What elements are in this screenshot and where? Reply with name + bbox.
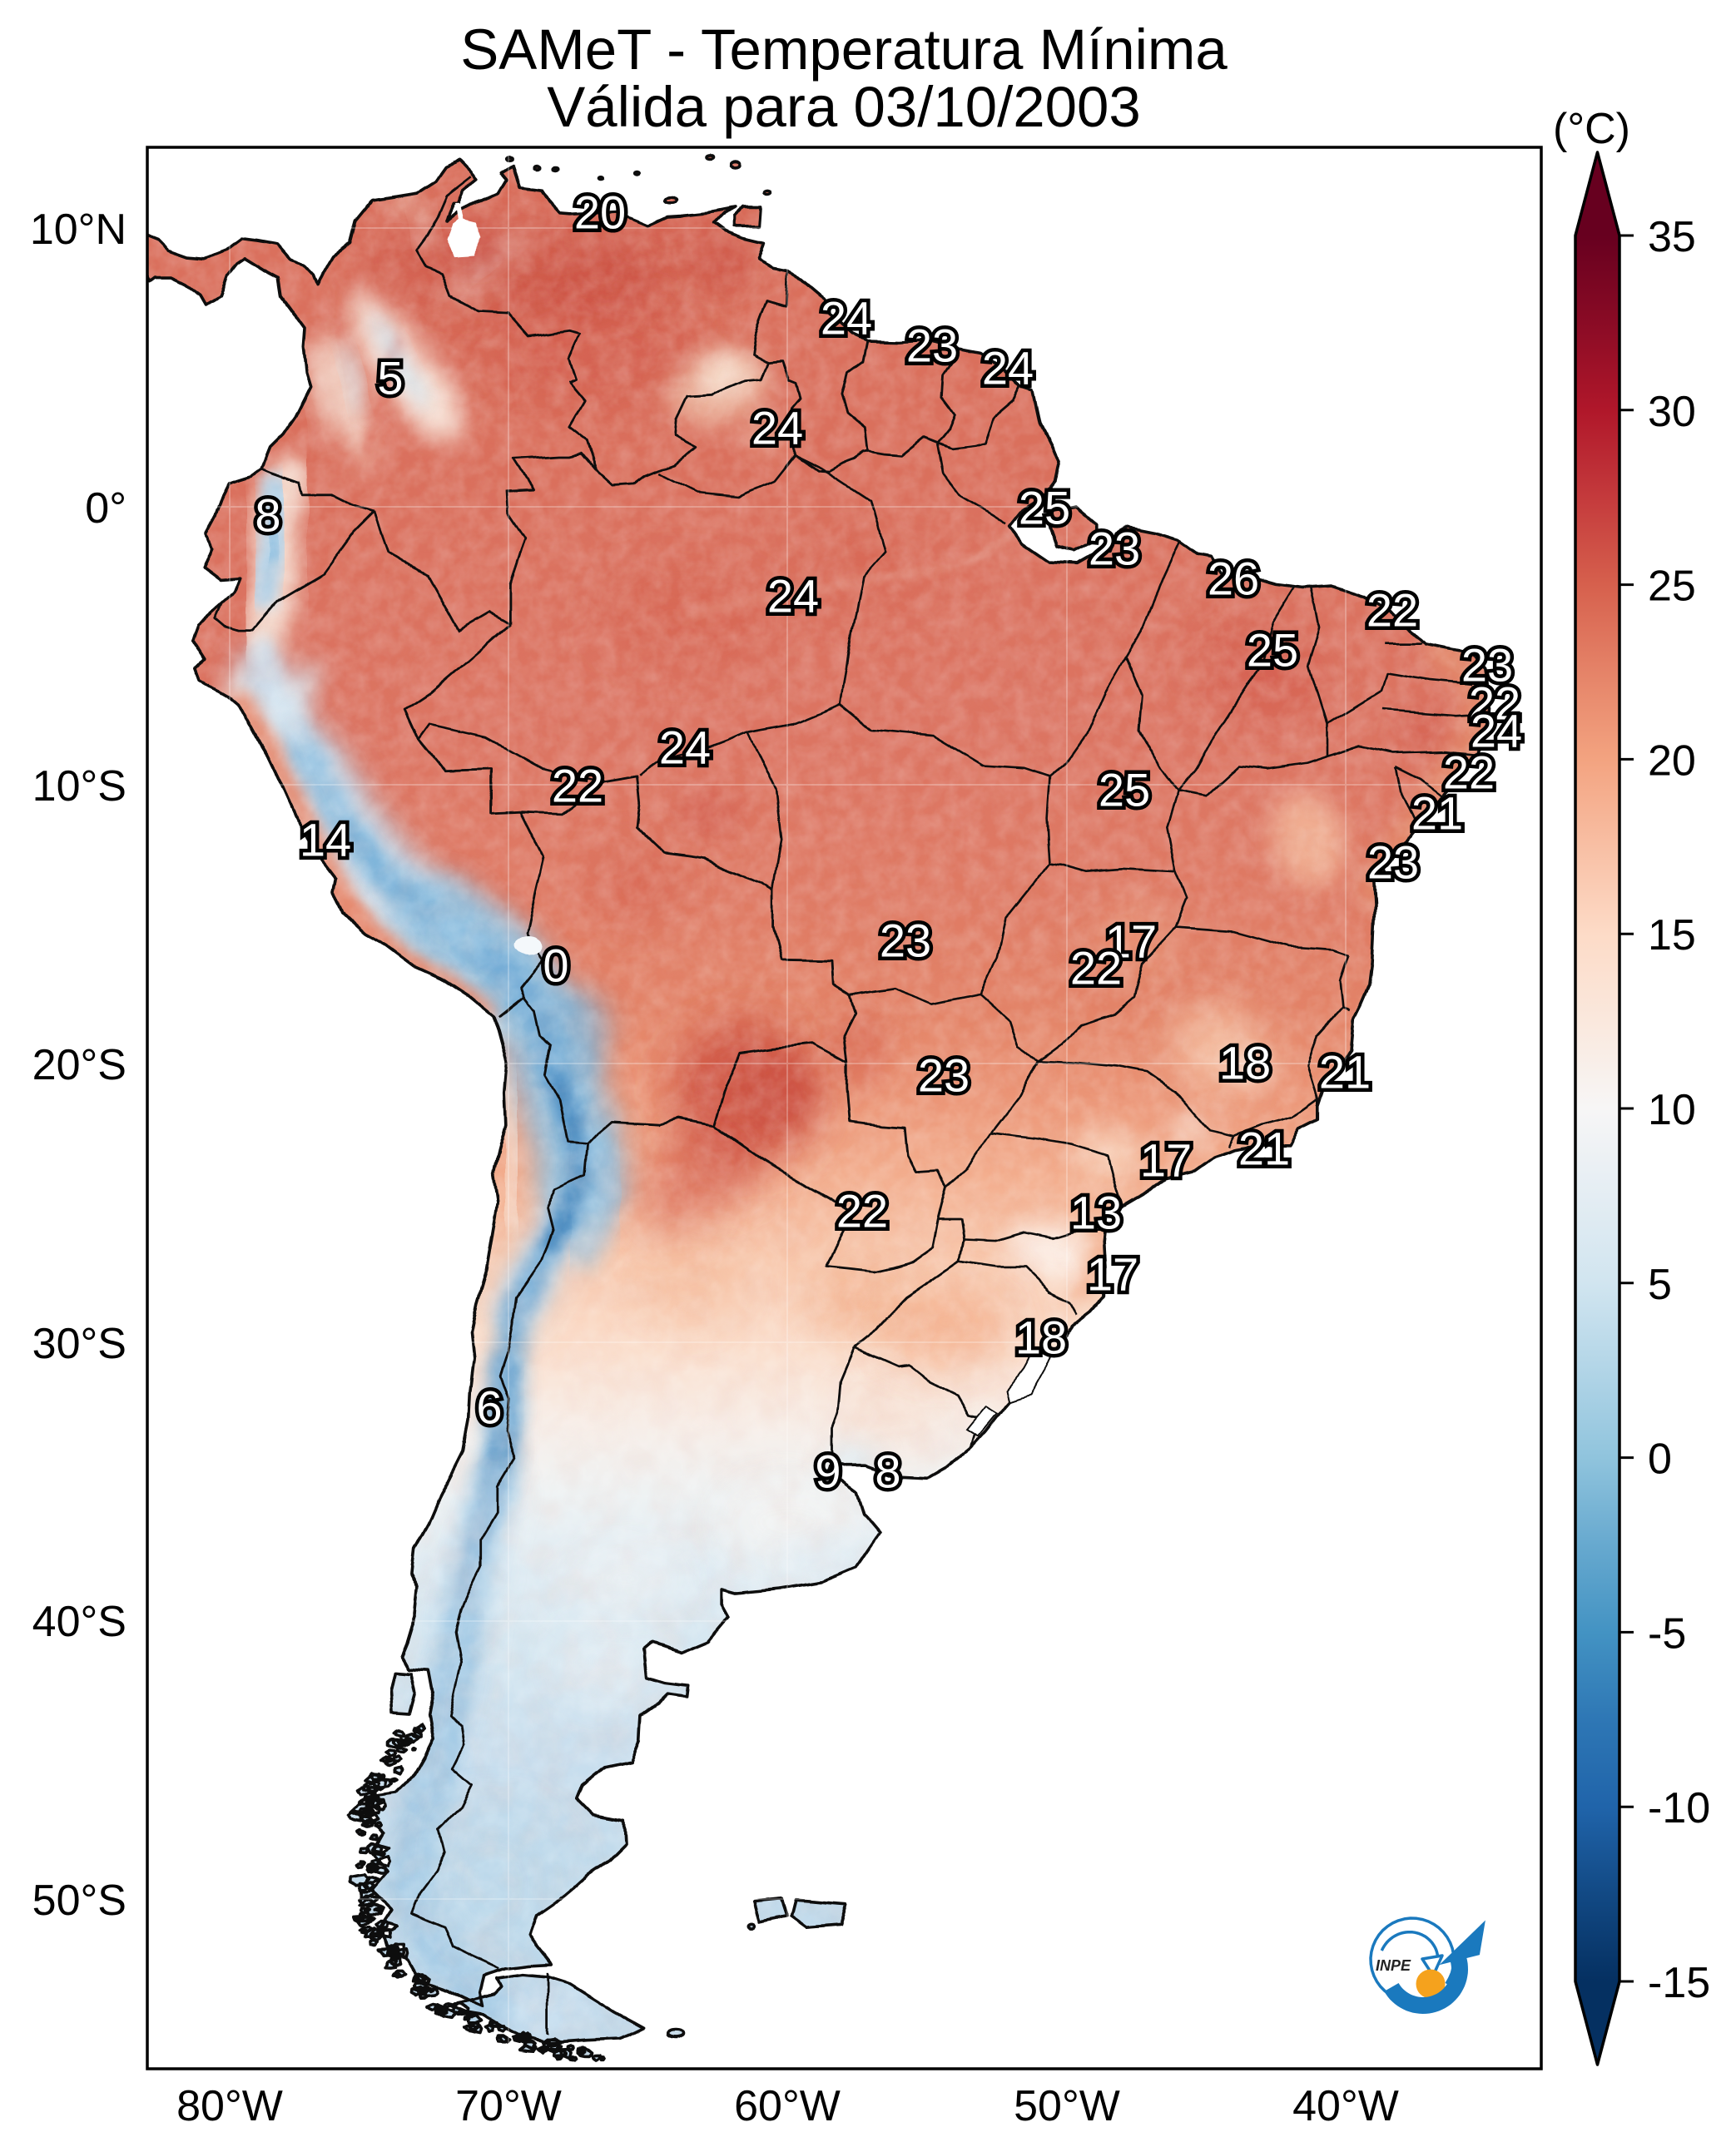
- svg-text:60°W: 60°W: [734, 2082, 841, 2130]
- svg-text:24: 24: [982, 342, 1034, 394]
- svg-text:0: 0: [1648, 1435, 1672, 1484]
- svg-text:26: 26: [1208, 553, 1259, 605]
- svg-text:21: 21: [1238, 1123, 1290, 1175]
- svg-text:10°N: 10°N: [30, 206, 126, 254]
- svg-text:6: 6: [476, 1381, 502, 1434]
- svg-text:INPE: INPE: [1376, 1957, 1411, 1974]
- svg-text:21: 21: [1319, 1046, 1371, 1098]
- svg-text:10: 10: [1648, 1086, 1696, 1134]
- svg-text:-15: -15: [1648, 1959, 1710, 2007]
- svg-text:23: 23: [918, 1049, 970, 1102]
- svg-text:50°W: 50°W: [1014, 2082, 1120, 2130]
- svg-text:0°: 0°: [85, 484, 126, 533]
- svg-text:20°S: 20°S: [32, 1041, 126, 1089]
- svg-text:10°S: 10°S: [32, 762, 126, 811]
- svg-text:25: 25: [1019, 482, 1070, 534]
- svg-text:14: 14: [300, 814, 351, 866]
- svg-text:40°W: 40°W: [1292, 2082, 1399, 2130]
- svg-text:23: 23: [880, 915, 931, 967]
- svg-text:40°S: 40°S: [32, 1598, 126, 1646]
- svg-text:23: 23: [906, 320, 958, 372]
- svg-text:35: 35: [1648, 213, 1696, 261]
- svg-text:8: 8: [875, 1445, 900, 1498]
- svg-text:Válida para 03/10/2003: Válida para 03/10/2003: [547, 75, 1141, 139]
- svg-text:50°S: 50°S: [32, 1877, 126, 1925]
- svg-text:15: 15: [1648, 911, 1696, 959]
- svg-text:70°W: 70°W: [455, 2082, 562, 2130]
- svg-text:22: 22: [1366, 584, 1418, 637]
- svg-text:8: 8: [255, 489, 280, 542]
- svg-text:17: 17: [1140, 1134, 1192, 1187]
- svg-text:23: 23: [1367, 836, 1419, 889]
- svg-text:24: 24: [821, 292, 872, 345]
- svg-text:24: 24: [751, 402, 803, 454]
- svg-text:0: 0: [543, 940, 568, 992]
- svg-text:SAMeT - Temperatura Mínima: SAMeT - Temperatura Mínima: [460, 17, 1228, 82]
- svg-text:18: 18: [1219, 1037, 1271, 1089]
- svg-text:22: 22: [836, 1185, 888, 1237]
- svg-text:30°S: 30°S: [32, 1320, 126, 1368]
- svg-text:22: 22: [1070, 942, 1122, 994]
- svg-text:23: 23: [1461, 639, 1513, 692]
- svg-text:25: 25: [1247, 624, 1298, 677]
- svg-text:13: 13: [1070, 1187, 1122, 1239]
- svg-text:80°W: 80°W: [176, 2082, 283, 2130]
- svg-text:-10: -10: [1648, 1784, 1710, 1832]
- svg-text:23: 23: [1089, 523, 1140, 575]
- svg-text:20: 20: [1648, 736, 1696, 785]
- svg-text:(°C): (°C): [1553, 105, 1630, 153]
- svg-text:22: 22: [552, 760, 603, 812]
- svg-text:18: 18: [1015, 1312, 1067, 1364]
- svg-text:25: 25: [1099, 764, 1150, 816]
- svg-text:5: 5: [1648, 1261, 1672, 1309]
- svg-text:24: 24: [767, 570, 819, 622]
- svg-text:30: 30: [1648, 388, 1696, 436]
- svg-text:25: 25: [1648, 563, 1696, 611]
- svg-text:24: 24: [1471, 705, 1522, 757]
- svg-text:21: 21: [1411, 787, 1463, 840]
- svg-text:20: 20: [574, 186, 626, 239]
- svg-text:24: 24: [659, 721, 711, 774]
- svg-text:17: 17: [1087, 1248, 1138, 1301]
- svg-text:22: 22: [1469, 677, 1520, 730]
- svg-text:22: 22: [1443, 746, 1495, 799]
- svg-text:9: 9: [815, 1445, 841, 1498]
- svg-text:5: 5: [377, 352, 403, 404]
- svg-text:17: 17: [1105, 915, 1157, 968]
- svg-text:-5: -5: [1648, 1609, 1686, 1658]
